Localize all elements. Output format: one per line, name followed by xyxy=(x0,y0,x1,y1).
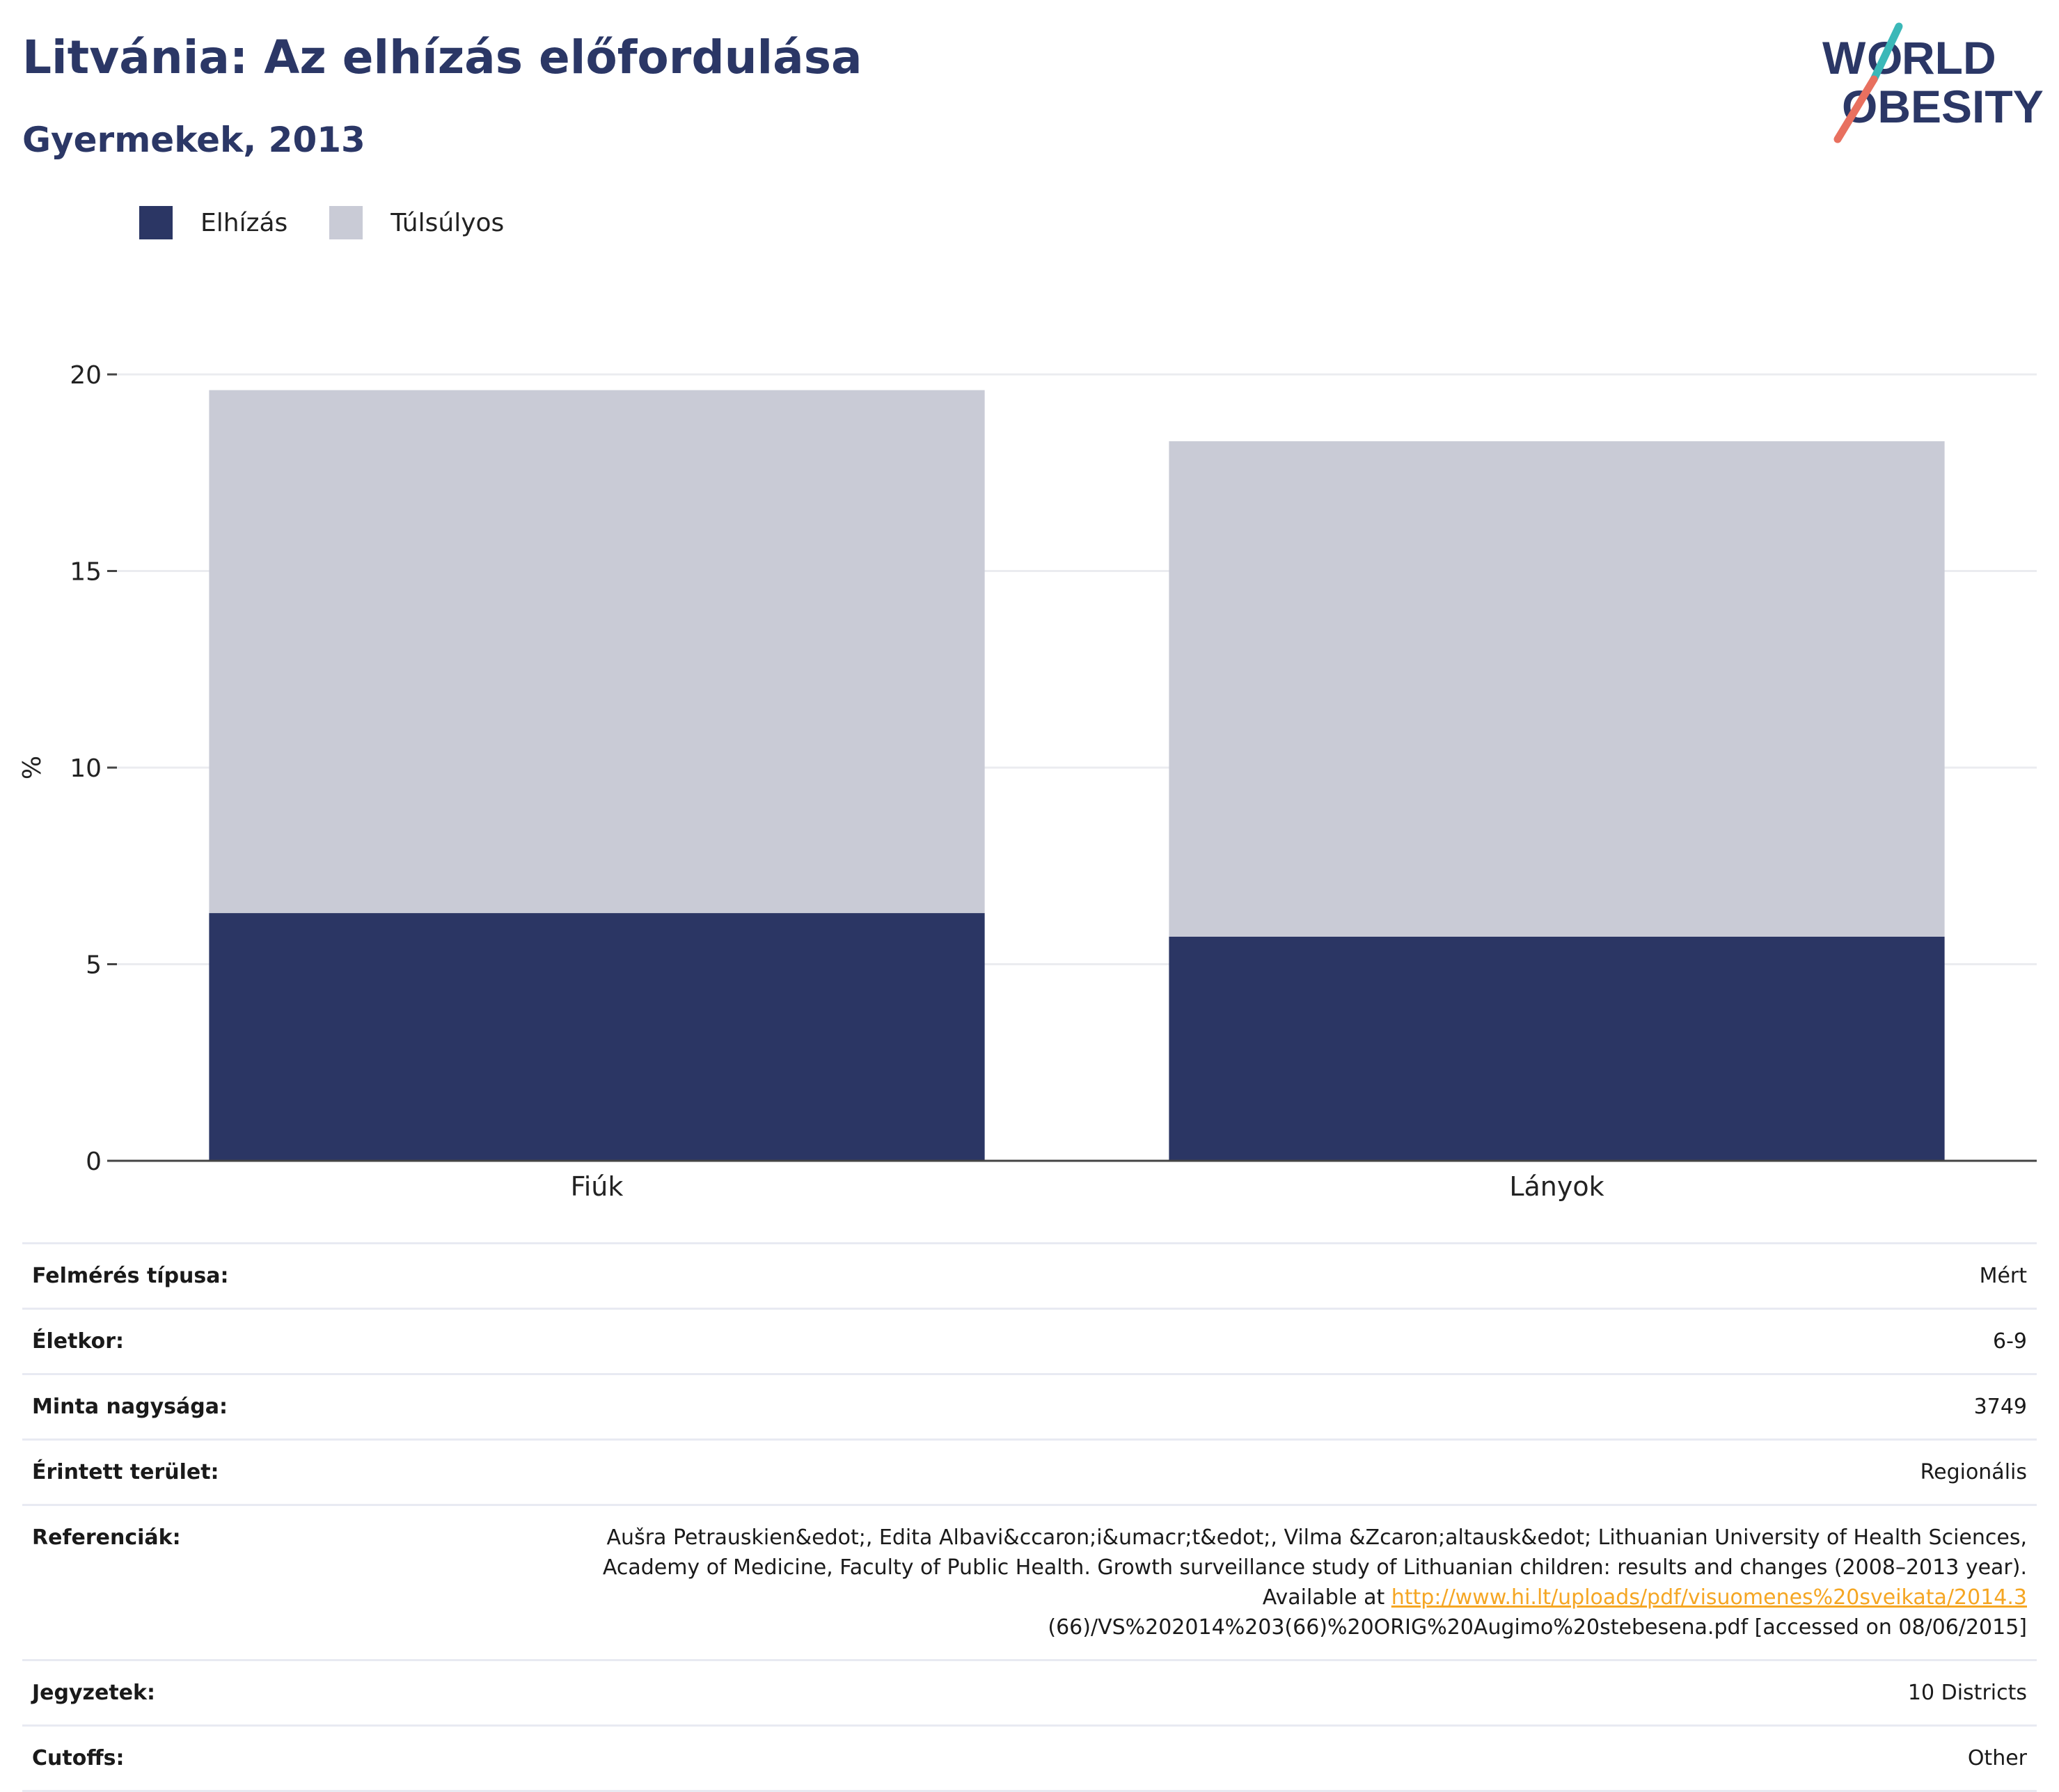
table-row: Érintett terület: Regionális xyxy=(22,1439,2037,1505)
references-value: Aušra Petrauskien&edot;, Edita Albavi&cc… xyxy=(459,1505,2037,1660)
survey-info-table: Felmérés típusa: Mért Életkor: 6-9 Minta… xyxy=(22,1242,2037,1792)
legend-item-obesity[interactable]: Elhízás xyxy=(139,206,287,239)
bar-segment xyxy=(209,913,985,1161)
bar-segment xyxy=(209,390,985,914)
info-value: Other xyxy=(1967,1746,2027,1770)
table-row: Minta nagysága: 3749 xyxy=(22,1374,2037,1440)
reference-available-prefix: Available at xyxy=(1262,1585,1391,1610)
legend-item-overweight[interactable]: Túlsúlyos xyxy=(329,206,504,239)
reference-line: (66)/VS%202014%203(66)%20ORIG%20Augimo%2… xyxy=(1048,1615,2027,1640)
y-tick-label: 5 xyxy=(86,951,102,980)
x-tick-label: Lányok xyxy=(1509,1171,1604,1202)
info-label: Érintett terület: xyxy=(32,1460,219,1484)
info-label: Minta nagysága: xyxy=(32,1395,228,1419)
info-label: Referenciák: xyxy=(32,1525,181,1550)
info-label: Életkor: xyxy=(32,1329,125,1354)
bar-segment xyxy=(1169,936,1945,1161)
legend-swatch-obesity xyxy=(139,206,173,239)
y-axis-label: % xyxy=(18,756,47,779)
reference-link[interactable]: http://www.hi.lt/uploads/pdf/visuomenes%… xyxy=(1391,1585,2027,1610)
legend-swatch-overweight xyxy=(329,206,363,239)
svg-text:OBESITY: OBESITY xyxy=(1842,81,2044,132)
stacked-bar-chart: 0 5 10 15 20% Fiúk Lányok xyxy=(18,361,2037,1202)
info-value: 6-9 xyxy=(1993,1329,2027,1354)
svg-text:RLD: RLD xyxy=(1902,32,1996,84)
reference-line: Academy of Medicine, Faculty of Public H… xyxy=(602,1555,2027,1580)
info-label: Felmérés típusa: xyxy=(32,1264,229,1288)
info-value: Regionális xyxy=(1920,1460,2027,1484)
table-row: Cutoffs: Other xyxy=(22,1725,2037,1791)
reference-line: Aušra Petrauskien&edot;, Edita Albavi&cc… xyxy=(606,1525,2027,1550)
svg-text:W: W xyxy=(1822,32,1866,84)
page-title: Litvánia: Az elhízás előfordulása xyxy=(22,31,862,84)
table-row: Referenciák: Aušra Petrauskien&edot;, Ed… xyxy=(22,1505,2037,1660)
page-subtitle: Gyermekek, 2013 xyxy=(22,120,365,160)
info-value: 3749 xyxy=(1973,1395,2027,1419)
y-tick-label: 0 xyxy=(86,1148,102,1176)
world-obesity-logo: W O RLD OBESITY xyxy=(1822,22,2044,143)
info-value: 10 Districts xyxy=(1907,1681,2027,1705)
y-tick-label: 20 xyxy=(70,361,102,390)
legend-label-overweight: Túlsúlyos xyxy=(390,208,505,237)
y-tick-label: 10 xyxy=(70,754,102,783)
x-tick-label: Fiúk xyxy=(571,1171,624,1202)
y-tick-label: 15 xyxy=(70,558,102,587)
chart-legend: Elhízás Túlsúlyos xyxy=(139,206,546,239)
info-label: Cutoffs: xyxy=(32,1746,125,1770)
table-row: Jegyzetek: 10 Districts xyxy=(22,1660,2037,1726)
info-value: Mért xyxy=(1979,1264,2027,1288)
legend-label-obesity: Elhízás xyxy=(200,208,288,237)
table-row: Felmérés típusa: Mért xyxy=(22,1243,2037,1309)
table-row: Életkor: 6-9 xyxy=(22,1308,2037,1374)
bar-segment xyxy=(1169,441,1945,937)
info-label: Jegyzetek: xyxy=(32,1681,155,1705)
